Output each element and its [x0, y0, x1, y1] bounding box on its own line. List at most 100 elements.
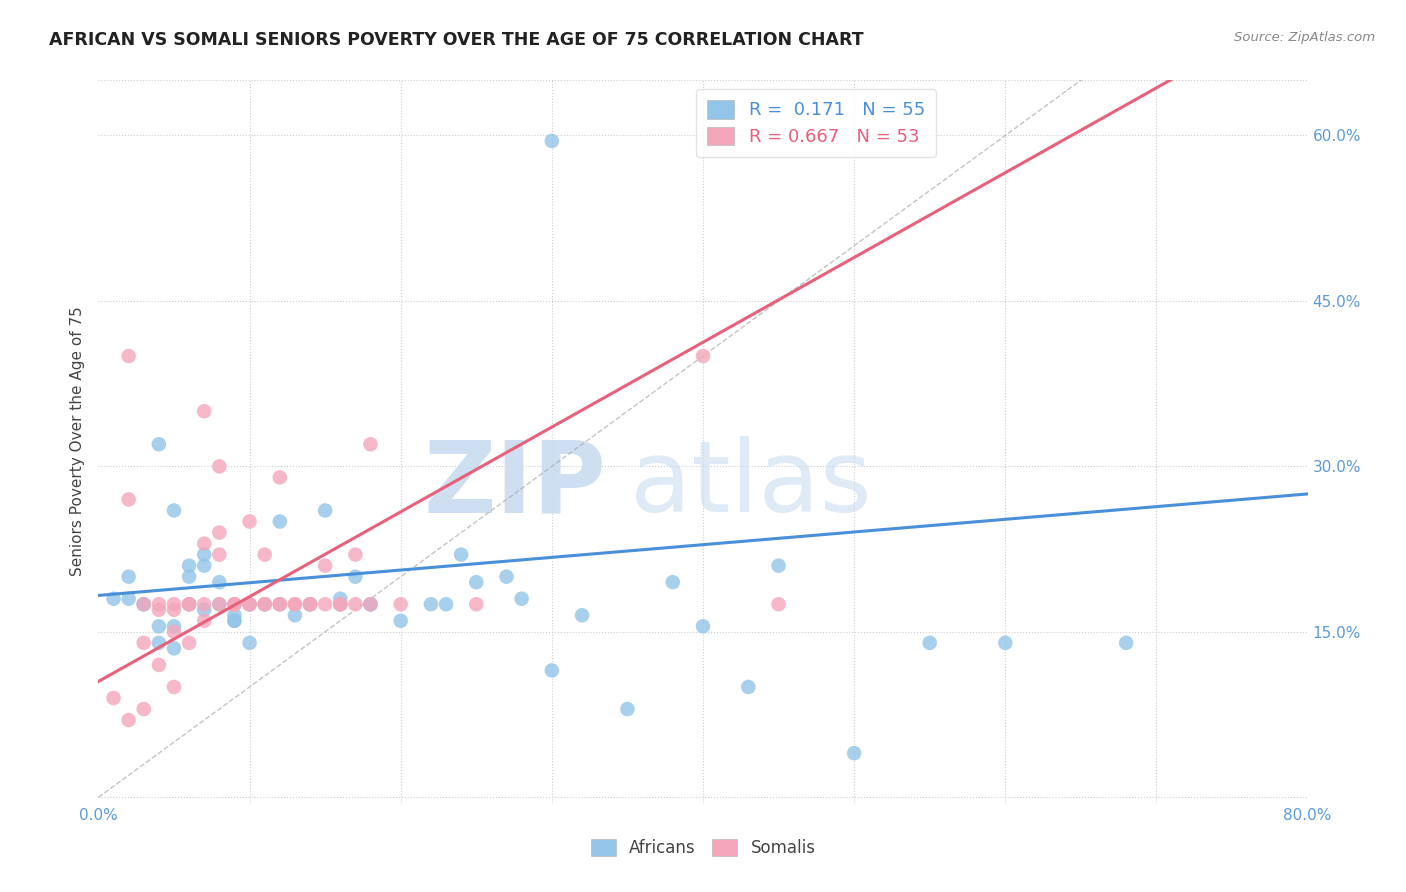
Point: [1115, 636, 1137, 650]
Point: [284, 597, 307, 611]
Point: [179, 569, 201, 583]
Point: [208, 575, 231, 590]
Point: [389, 614, 412, 628]
Point: [179, 597, 201, 611]
Point: [208, 525, 231, 540]
Point: [616, 702, 638, 716]
Text: AFRICAN VS SOMALI SENIORS POVERTY OVER THE AGE OF 75 CORRELATION CHART: AFRICAN VS SOMALI SENIORS POVERTY OVER T…: [49, 31, 863, 49]
Point: [132, 702, 155, 716]
Point: [193, 558, 215, 573]
Point: [692, 349, 714, 363]
Point: [329, 597, 352, 611]
Point: [344, 548, 367, 562]
Point: [571, 608, 593, 623]
Point: [284, 597, 307, 611]
Point: [193, 597, 215, 611]
Point: [768, 597, 790, 611]
Point: [179, 597, 201, 611]
Point: [329, 591, 352, 606]
Point: [495, 569, 517, 583]
Point: [224, 597, 246, 611]
Point: [314, 597, 336, 611]
Point: [284, 608, 307, 623]
Point: [344, 597, 367, 611]
Point: [148, 597, 170, 611]
Point: [224, 608, 246, 623]
Point: [208, 597, 231, 611]
Point: [465, 575, 488, 590]
Point: [132, 597, 155, 611]
Point: [239, 597, 262, 611]
Point: [148, 657, 170, 672]
Point: [299, 597, 322, 611]
Point: [994, 636, 1017, 650]
Point: [224, 597, 246, 611]
Point: [118, 569, 141, 583]
Point: [224, 614, 246, 628]
Point: [661, 575, 683, 590]
Point: [163, 619, 186, 633]
Point: [239, 636, 262, 650]
Point: [918, 636, 941, 650]
Point: [193, 404, 215, 418]
Point: [148, 636, 170, 650]
Point: [224, 614, 246, 628]
Point: [344, 569, 367, 583]
Point: [132, 636, 155, 650]
Point: [148, 603, 170, 617]
Text: ZIP: ZIP: [423, 436, 606, 533]
Point: [193, 548, 215, 562]
Point: [314, 503, 336, 517]
Point: [360, 597, 382, 611]
Y-axis label: Seniors Poverty Over the Age of 75: Seniors Poverty Over the Age of 75: [70, 307, 86, 576]
Point: [269, 597, 291, 611]
Point: [208, 459, 231, 474]
Point: [389, 597, 412, 611]
Point: [768, 558, 790, 573]
Point: [360, 597, 382, 611]
Point: [148, 437, 170, 451]
Point: [510, 591, 533, 606]
Point: [208, 597, 231, 611]
Point: [179, 636, 201, 650]
Point: [239, 597, 262, 611]
Point: [253, 597, 276, 611]
Point: [314, 558, 336, 573]
Point: [132, 597, 155, 611]
Point: [844, 746, 866, 760]
Point: [540, 134, 562, 148]
Point: [163, 603, 186, 617]
Point: [179, 558, 201, 573]
Point: [329, 597, 352, 611]
Text: Source: ZipAtlas.com: Source: ZipAtlas.com: [1234, 31, 1375, 45]
Point: [253, 597, 276, 611]
Point: [360, 597, 382, 611]
Point: [163, 624, 186, 639]
Point: [692, 619, 714, 633]
Point: [269, 470, 291, 484]
Point: [118, 713, 141, 727]
Point: [132, 597, 155, 611]
Point: [540, 664, 562, 678]
Legend: Africans, Somalis: Africans, Somalis: [581, 829, 825, 867]
Point: [224, 597, 246, 611]
Point: [269, 515, 291, 529]
Point: [239, 597, 262, 611]
Point: [163, 641, 186, 656]
Point: [299, 597, 322, 611]
Point: [360, 437, 382, 451]
Point: [103, 591, 125, 606]
Point: [737, 680, 759, 694]
Point: [253, 548, 276, 562]
Point: [163, 597, 186, 611]
Point: [118, 349, 141, 363]
Point: [434, 597, 457, 611]
Point: [420, 597, 443, 611]
Text: atlas: atlas: [630, 436, 872, 533]
Point: [239, 515, 262, 529]
Point: [179, 597, 201, 611]
Point: [269, 597, 291, 611]
Point: [193, 603, 215, 617]
Point: [208, 548, 231, 562]
Point: [118, 591, 141, 606]
